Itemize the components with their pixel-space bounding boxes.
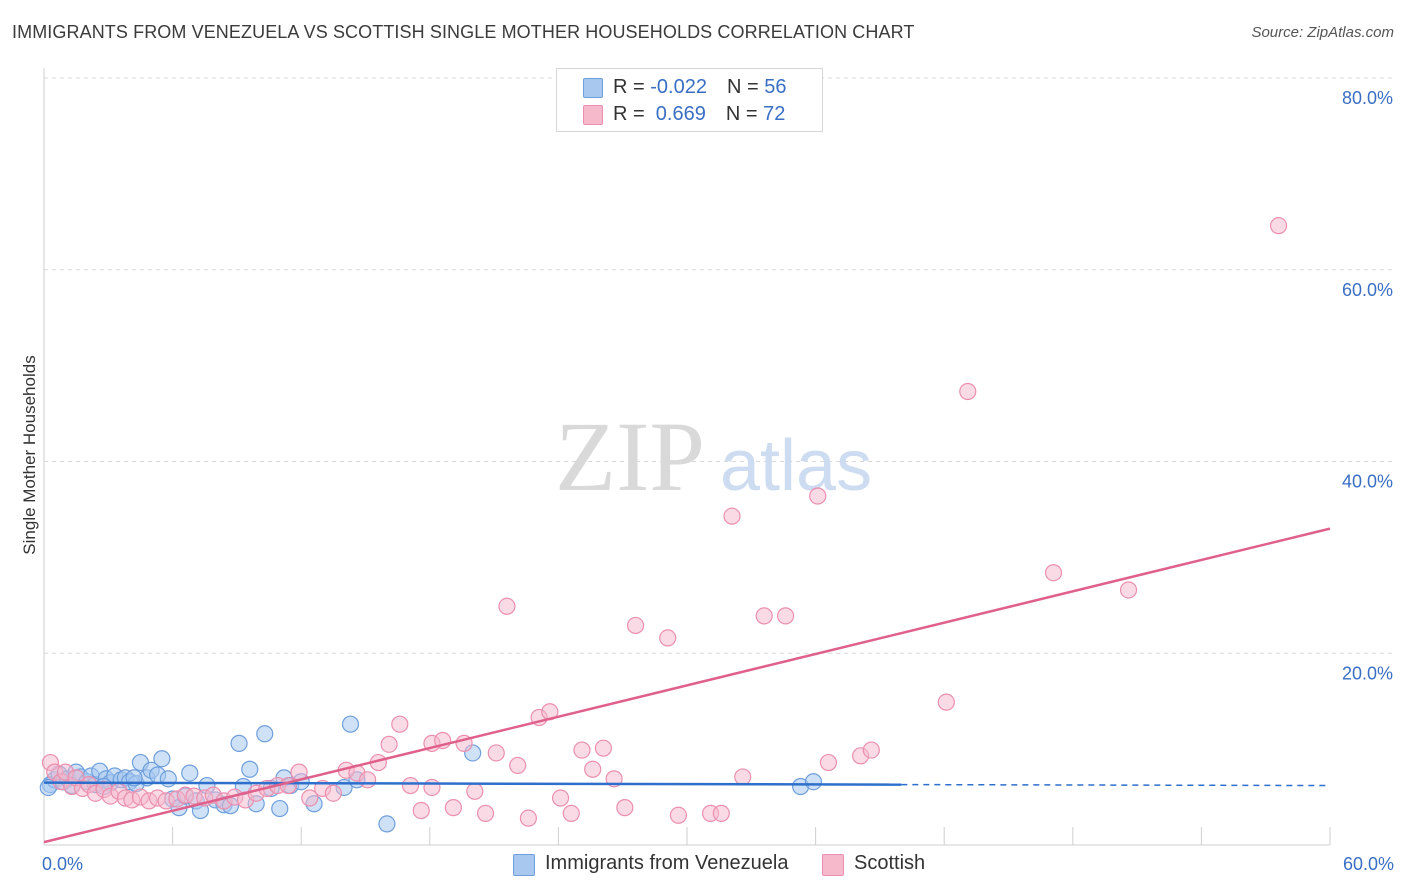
chart-title: IMMIGRANTS FROM VENEZUELA VS SCOTTISH SI… (12, 22, 915, 42)
bottom-legend-swatch-pink (822, 854, 844, 876)
legend-swatch-blue (583, 78, 603, 98)
y-tick-label: 60.0% (1342, 280, 1393, 300)
scottish-point (476, 804, 495, 822)
legend-r-value: 0.669 (650, 103, 706, 125)
scottish-point (509, 756, 527, 775)
scottish-point (466, 782, 484, 800)
venezuela-point (181, 764, 199, 782)
scottish-point (1044, 564, 1063, 582)
grid-lines (44, 77, 1392, 654)
legend-swatch-pink (583, 105, 603, 125)
scottish-point (444, 799, 462, 817)
source-label: Source: ZipAtlas.com (1251, 24, 1394, 41)
y-tick-label: 40.0% (1342, 472, 1393, 492)
scottish-point (1119, 581, 1138, 599)
tick-labels: 20.0% 40.0% 60.0% 80.0% 0.0% 60.0% (42, 88, 1394, 874)
venezuela-point (159, 770, 177, 788)
scottish-point (712, 804, 730, 822)
scottish-point (301, 789, 319, 807)
venezuela-point (153, 750, 171, 768)
scottish-point (391, 715, 409, 733)
scottish-point (551, 789, 570, 807)
scottish-point (594, 739, 613, 757)
scottish-point (573, 741, 591, 759)
venezuela-point (804, 773, 823, 791)
watermark-zip: ZIP (555, 401, 705, 512)
bottom-legend-swatch-blue (513, 854, 535, 876)
zipatlas-watermark: ZIP atlas (555, 401, 872, 512)
scottish-point (669, 806, 688, 824)
scottish-point (776, 607, 795, 625)
scottish-point (359, 771, 377, 789)
scottish-point (755, 607, 773, 625)
scottish-point (584, 760, 602, 778)
y-axis-label: Single Mother Households (20, 355, 39, 554)
legend-row-scottish: R = 0.669 N = 72 (557, 100, 822, 126)
trend-lines (43, 527, 1331, 844)
scottish-point (401, 776, 420, 795)
scottish-point (1269, 217, 1288, 235)
venezuela-trend-extension (901, 783, 1331, 787)
y-tick-label: 80.0% (1342, 88, 1393, 108)
scottish-point (412, 801, 430, 820)
legend-r-value: -0.022 (650, 76, 707, 98)
venezuela-point (241, 760, 259, 778)
scottish-point (937, 693, 955, 711)
correlation-legend: R = -0.022 N = 56 R = 0.669 N = 72 (556, 68, 823, 132)
legend-r-label: R = (613, 76, 651, 98)
scottish-point (423, 778, 441, 797)
series-scottish-points (41, 217, 1288, 827)
scottish-point (734, 768, 752, 786)
scottish-point (862, 741, 880, 759)
scottish-point (626, 616, 645, 635)
y-tick-label: 20.0% (1342, 663, 1393, 683)
legend-n-label: N = (725, 103, 764, 125)
scottish-point (498, 597, 516, 615)
scottish-point (616, 799, 634, 817)
scottish-point (659, 629, 677, 647)
venezuela-point (256, 725, 274, 743)
scottish-point (380, 735, 398, 753)
x-tick-label: 0.0% (42, 854, 83, 874)
scottish-trend-line (43, 527, 1331, 844)
venezuela-point (341, 715, 360, 733)
scottish-point (324, 784, 342, 802)
legend-row-venezuela: R = -0.022 N = 56 (557, 73, 822, 99)
scottish-point (562, 804, 580, 822)
axes (43, 68, 1331, 846)
scottish-point (809, 487, 827, 505)
venezuela-point (271, 799, 289, 818)
legend-r-label: R = (613, 103, 651, 125)
bottom-legend-label: Scottish (854, 852, 926, 874)
scottish-point (959, 382, 977, 401)
scottish-point (723, 507, 741, 525)
scottish-point (487, 744, 505, 762)
legend-n-value: 72 (763, 103, 786, 125)
venezuela-point (230, 734, 248, 752)
venezuela-point (378, 815, 396, 833)
scottish-point (519, 809, 537, 827)
bottom-legend-label: Immigrants from Venezuela (545, 852, 789, 874)
legend-n-label: N = (726, 76, 765, 98)
scottish-point (819, 753, 838, 772)
watermark-atlas: atlas (720, 426, 872, 506)
x-tick-label: 60.0% (1343, 854, 1394, 874)
legend-n-value: 56 (764, 76, 787, 98)
venezuela-trend-line (43, 781, 902, 786)
